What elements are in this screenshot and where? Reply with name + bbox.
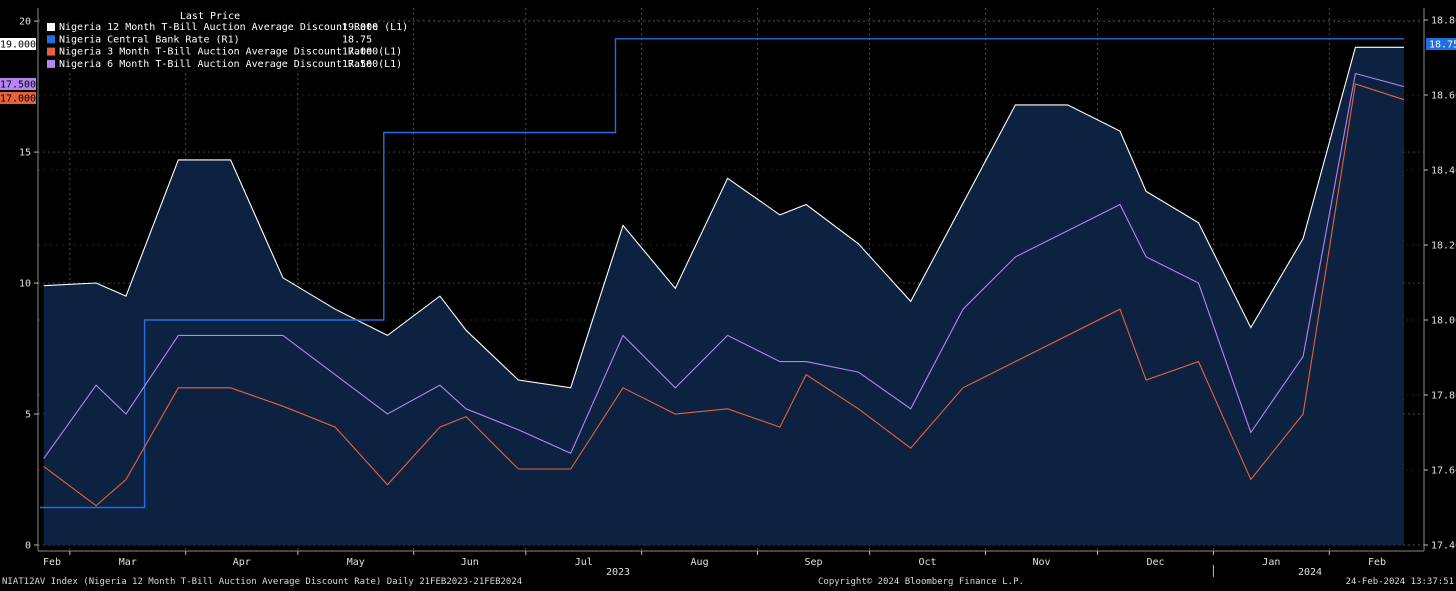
last-value-badge — [1426, 38, 1456, 50]
last-value-label: 17.000 — [0, 94, 36, 105]
y-right-tick-label: 17.40 — [1431, 541, 1456, 552]
legend-last-value: 18.75 — [342, 34, 372, 45]
x-month-label: Apr — [233, 557, 251, 568]
legend-swatch — [47, 35, 55, 44]
legend-series-name: Nigeria 3 Month T-Bill Auction Average D… — [59, 47, 402, 58]
y-right-tick-label: 18.40 — [1431, 166, 1456, 177]
x-month-label: Feb — [43, 557, 61, 568]
last-value-badge — [0, 78, 36, 90]
x-month-label: May — [347, 557, 365, 568]
series-line-t6 — [43, 72, 1405, 459]
x-year-label: 2023 — [606, 567, 630, 578]
x-month-label: Mar — [119, 557, 137, 568]
series-layer — [40, 38, 1405, 509]
y-left-tick-label: 15 — [19, 148, 31, 159]
x-year-label: 2024 — [1298, 567, 1322, 578]
series-line-t3 — [43, 83, 1405, 507]
y-left-tick-label: 5 — [25, 410, 31, 421]
legend-series-name: Nigeria 12 Month T-Bill Auction Average … — [59, 22, 408, 33]
last-value-badge — [0, 92, 36, 104]
x-month-label: Aug — [691, 557, 709, 568]
legend-last-value: 17.000 — [342, 47, 378, 58]
y-left-tick-label: 20 — [19, 17, 31, 28]
footer-timestamp: 24-Feb-2024 13:37:51 — [1345, 577, 1454, 587]
legend-series-name: Nigeria 6 Month T-Bill Auction Average D… — [59, 59, 402, 70]
legend-box — [41, 7, 377, 73]
y-right-tick-label: 18.80 — [1431, 16, 1456, 27]
x-month-label: Jun — [461, 557, 479, 568]
x-month-label: Oct — [919, 557, 937, 568]
y-right-tick-label: 17.80 — [1431, 391, 1456, 402]
y-right-tick-label: 18.20 — [1431, 241, 1456, 252]
y-right-tick-label: 18.60 — [1431, 91, 1456, 102]
x-month-label: Nov — [1032, 557, 1050, 568]
axes: 0 5 10 15 20 17.40 17.60 17.80 18.00 18.20 18.40 18… — [0, 8, 1456, 578]
x-month-label: Jan — [1262, 557, 1280, 568]
series-line-t12 — [43, 46, 1404, 389]
x-month-label: Feb — [1368, 557, 1386, 568]
legend-swatch — [47, 47, 55, 56]
series-line-cbr — [40, 38, 1404, 509]
last-value-label: 17.500 — [0, 80, 36, 91]
area-layer — [43, 47, 1405, 546]
y-left-tick-label: 10 — [19, 279, 31, 290]
series-area-t12 — [43, 47, 1405, 546]
footer-left: NIAT12AV Index (Nigeria 12 Month T-Bill … — [2, 577, 523, 587]
legend-series-name: Nigeria Central Bank Rate (R1) — [59, 34, 240, 45]
y-right-tick-label: 18.00 — [1431, 316, 1456, 327]
last-value-label: 18.75 — [1429, 40, 1456, 51]
legend-last-value: 19.000 — [342, 22, 378, 33]
legend-last-value: 17.500 — [342, 59, 378, 70]
x-month-label: Jul — [575, 557, 593, 568]
y-right-tick-label: 17.60 — [1431, 466, 1456, 477]
x-month-label: Sep — [805, 557, 823, 568]
last-value-badge — [0, 38, 36, 50]
legend-swatch — [47, 59, 55, 68]
legend-swatch — [47, 23, 55, 31]
footer-copyright: Copyright© 2024 Bloomberg Finance L.P. — [818, 577, 1024, 587]
x-month-label: Dec — [1146, 557, 1164, 568]
last-value-label: 19.000 — [0, 40, 36, 51]
y-left-tick-label: 0 — [25, 541, 31, 552]
legend-title: Last Price — [180, 11, 240, 22]
